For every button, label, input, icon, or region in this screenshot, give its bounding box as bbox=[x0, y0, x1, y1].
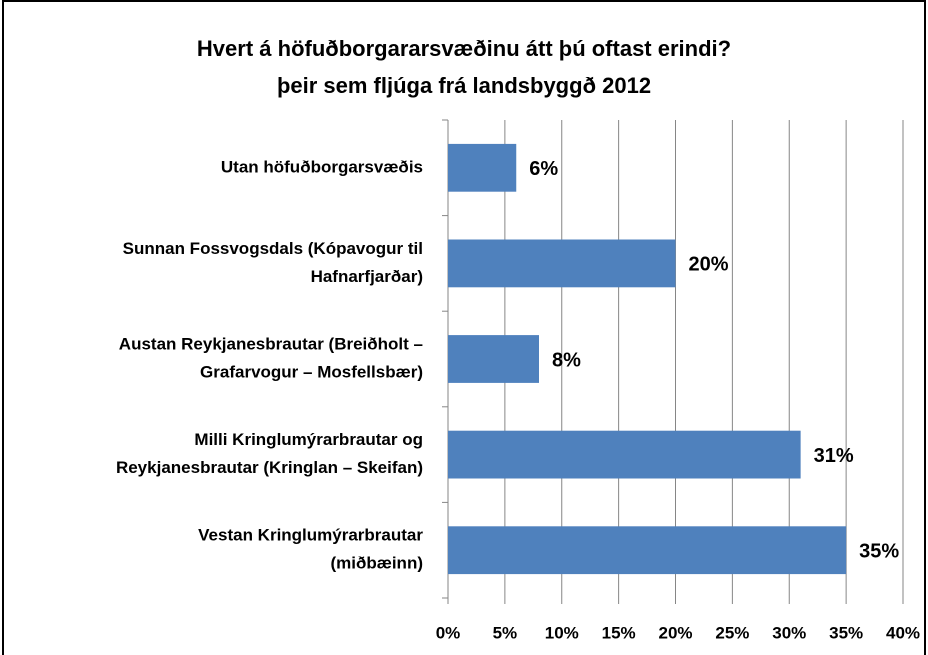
bar bbox=[448, 335, 539, 383]
y-tick-label: Milli Kringlumýrarbrautar og bbox=[194, 430, 423, 449]
x-tick-label: 30% bbox=[772, 623, 806, 642]
x-tick-label: 25% bbox=[715, 623, 749, 642]
y-tick-label: Utan höfuðborgarsvæðis bbox=[221, 157, 423, 176]
value-label: 20% bbox=[689, 254, 729, 276]
bar bbox=[448, 526, 847, 575]
x-tick-label: 10% bbox=[545, 623, 579, 642]
x-tick-label: 40% bbox=[886, 623, 920, 642]
y-tick-label: (miðbæinn) bbox=[330, 554, 423, 573]
bar bbox=[448, 143, 517, 192]
y-tick-label: Hafnarfjarðar) bbox=[311, 267, 423, 286]
x-tick-label: 20% bbox=[658, 623, 692, 642]
bar bbox=[448, 430, 801, 479]
value-label: 6% bbox=[529, 158, 558, 180]
x-tick-label: 0% bbox=[436, 623, 461, 642]
chart-title: Hvert á höfuðborgararsvæðinu átt þú ofta… bbox=[197, 36, 731, 61]
y-tick-label: Reykjanesbrautar (Kringlan – Skeifan) bbox=[116, 458, 423, 477]
value-label: 31% bbox=[814, 445, 854, 467]
y-tick-label: Austan Reykjanesbrautar (Breiðholt – bbox=[119, 334, 423, 353]
chart-subtitle: þeir sem fljúga frá landsbyggð 2012 bbox=[277, 73, 651, 98]
y-tick-label: Sunnan Fossvogsdals (Kópavogur til bbox=[123, 239, 423, 258]
value-label: 35% bbox=[859, 540, 899, 562]
y-tick-label: Vestan Kringlumýrarbrautar bbox=[198, 526, 423, 545]
bar bbox=[448, 239, 676, 288]
x-tick-label: 5% bbox=[493, 623, 518, 642]
value-label: 8% bbox=[552, 349, 581, 371]
x-tick-label: 35% bbox=[829, 623, 863, 642]
x-tick-label: 15% bbox=[602, 623, 636, 642]
y-tick-label: Grafarvogur – Mosfellsbær) bbox=[200, 362, 423, 381]
